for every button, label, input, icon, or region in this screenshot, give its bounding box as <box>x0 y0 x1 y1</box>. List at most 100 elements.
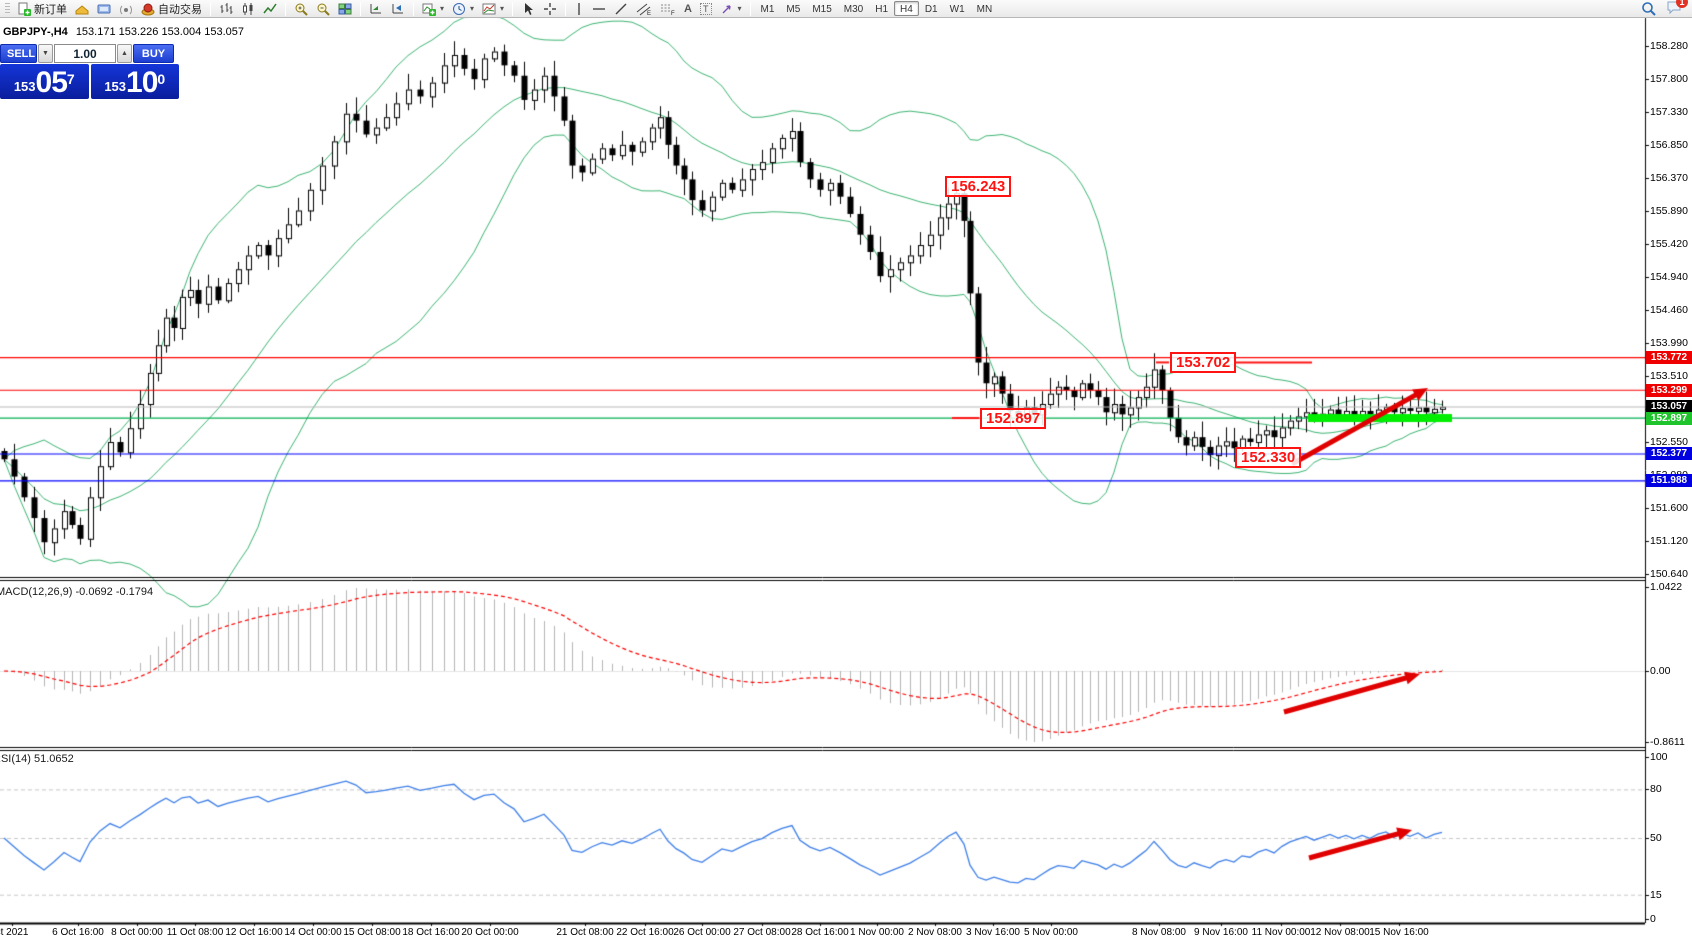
new-order-button[interactable]: 新订单 <box>13 1 71 17</box>
macd-values: -0.0692 -0.1794 <box>75 586 154 598</box>
sell-price-display[interactable]: 153 05 7 <box>0 64 89 99</box>
vertical-line-button[interactable] <box>570 1 588 17</box>
time-axis-label: 8 Nov 08:00 <box>1132 927 1186 938</box>
buy-price-prefix: 153 <box>104 79 127 94</box>
price-annotation[interactable]: 152.897 <box>980 407 1047 429</box>
price-badge: 153.772 <box>1646 351 1692 365</box>
price-annotation[interactable]: 153.702 <box>1170 351 1237 373</box>
timeframe-M30[interactable]: M30 <box>838 1 869 16</box>
market-button[interactable] <box>93 1 115 17</box>
periods-button[interactable]: ▾ <box>448 1 478 17</box>
templates-dropdown-caret[interactable]: ▾ <box>500 4 505 13</box>
text-label-icon: T <box>700 2 712 15</box>
autotrading-button[interactable]: 自动交易 <box>137 1 206 17</box>
svg-text:E: E <box>647 11 651 16</box>
timeframe-W1[interactable]: W1 <box>944 1 971 16</box>
chart-shift-button[interactable] <box>387 1 409 17</box>
indicators-button[interactable]: ▾ <box>418 1 448 17</box>
price-axis-tick: 151.120 <box>1650 534 1688 547</box>
sell-button[interactable]: SELL <box>0 44 37 63</box>
indicators-dropdown-caret[interactable]: ▾ <box>440 4 445 13</box>
time-axis-label: 11 Nov 00:00 <box>1251 927 1311 938</box>
equidistant-channel-button[interactable]: E <box>632 1 656 17</box>
arrows-button[interactable]: ▾ <box>716 1 746 17</box>
volume-input[interactable] <box>54 44 116 63</box>
timeframe-M1[interactable]: M1 <box>755 1 781 16</box>
tile-windows-icon <box>338 2 352 16</box>
timeframe-MN[interactable]: MN <box>971 1 999 16</box>
text-button[interactable]: A <box>680 1 696 17</box>
fibonacci-button[interactable]: F <box>656 1 680 17</box>
buy-button[interactable]: BUY <box>133 44 174 63</box>
time-axis-label: 3 Nov 16:00 <box>966 927 1020 938</box>
price-axis-tick: 155.890 <box>1650 205 1688 218</box>
horizontal-line-button[interactable] <box>588 1 610 17</box>
price-annotation[interactable]: 152.330 <box>1235 446 1302 468</box>
timeframe-M15[interactable]: M15 <box>806 1 837 16</box>
arrows-dropdown-caret[interactable]: ▾ <box>737 4 742 13</box>
candlestick-chart-icon <box>241 2 255 16</box>
time-axis-label: 5 Nov 00:00 <box>1024 927 1078 938</box>
cursor-button[interactable] <box>517 1 539 17</box>
signals-icon <box>119 2 133 16</box>
crosshair-button[interactable] <box>539 1 561 17</box>
price-axis-tick: 153.510 <box>1650 369 1688 382</box>
time-axis-label: 15 Nov 16:00 <box>1369 927 1429 938</box>
timeframe-D1[interactable]: D1 <box>919 1 944 16</box>
time-axis-label: 22 Oct 16:00 <box>616 927 674 938</box>
volume-increase-button[interactable]: ▲ <box>117 44 132 63</box>
price-annotation[interactable]: 156.243 <box>945 176 1012 198</box>
metaeditor-button[interactable] <box>71 1 93 17</box>
zoom-out-button[interactable] <box>312 1 334 17</box>
price-axis-tick: 153.990 <box>1650 336 1688 349</box>
market-icon <box>97 2 111 16</box>
new-order-label: 新订单 <box>34 3 67 16</box>
time-axis-label: 21 Oct 08:00 <box>556 927 614 938</box>
notifications-button[interactable]: 1 <box>1666 0 1688 18</box>
toolbar-separator <box>413 1 414 16</box>
symbol-ohlc: 153.171 153.226 153.004 153.057 <box>75 26 245 38</box>
zoom-in-icon <box>294 2 308 16</box>
line-chart-button[interactable] <box>259 1 281 17</box>
search-button[interactable] <box>1637 1 1660 17</box>
templates-button[interactable]: ▾ <box>478 1 508 17</box>
buy-price-display[interactable]: 153 10 0 <box>90 64 179 99</box>
trendline-button[interactable] <box>610 1 632 17</box>
sell-price-prefix: 153 <box>13 79 36 94</box>
timeframe-H4[interactable]: H4 <box>894 1 919 16</box>
search-icon <box>1641 1 1656 16</box>
periods-dropdown-caret[interactable]: ▾ <box>470 4 475 13</box>
notification-badge: 1 <box>1676 0 1688 8</box>
text-icon: A <box>684 2 692 15</box>
timeframe-M5[interactable]: M5 <box>780 1 806 16</box>
horizontal-line-icon <box>592 4 606 14</box>
toolbar-grip[interactable] <box>5 2 10 15</box>
price-axis-tick: 154.460 <box>1650 304 1688 317</box>
zoom-in-button[interactable] <box>290 1 312 17</box>
timeframe-H1[interactable]: H1 <box>869 1 894 16</box>
time-axis-label: 8 Oct 00:00 <box>111 927 163 938</box>
signals-button[interactable] <box>115 1 137 17</box>
auto-scroll-icon <box>369 2 383 16</box>
price-axis-tick: 152.550 <box>1650 436 1688 449</box>
templates-icon <box>482 2 496 16</box>
bar-chart-button[interactable] <box>215 1 237 17</box>
rsi-name: RSI(14) <box>0 753 31 765</box>
volume-decrease-button[interactable]: ▼ <box>38 44 53 63</box>
auto-scroll-button[interactable] <box>365 1 387 17</box>
toolbar-separator <box>360 1 361 16</box>
price-badge: 152.897 <box>1646 411 1692 425</box>
candlestick-chart-button[interactable] <box>237 1 259 17</box>
price-axis-tick: 157.330 <box>1650 105 1688 118</box>
price-axis-tick: 156.850 <box>1650 138 1688 151</box>
tile-windows-button[interactable] <box>334 1 356 17</box>
time-axis-label: 18 Oct 16:00 <box>402 927 460 938</box>
macd-scale-max: 1.0422 <box>1650 581 1683 593</box>
text-label-button[interactable]: T <box>696 1 716 17</box>
time-axis-label: 20 Oct 00:00 <box>461 927 519 938</box>
time-axis-label: ct 2021 <box>0 927 29 938</box>
time-axis-label: 11 Oct 08:00 <box>166 927 224 938</box>
rsi-scale-tick: 80 <box>1650 783 1662 796</box>
